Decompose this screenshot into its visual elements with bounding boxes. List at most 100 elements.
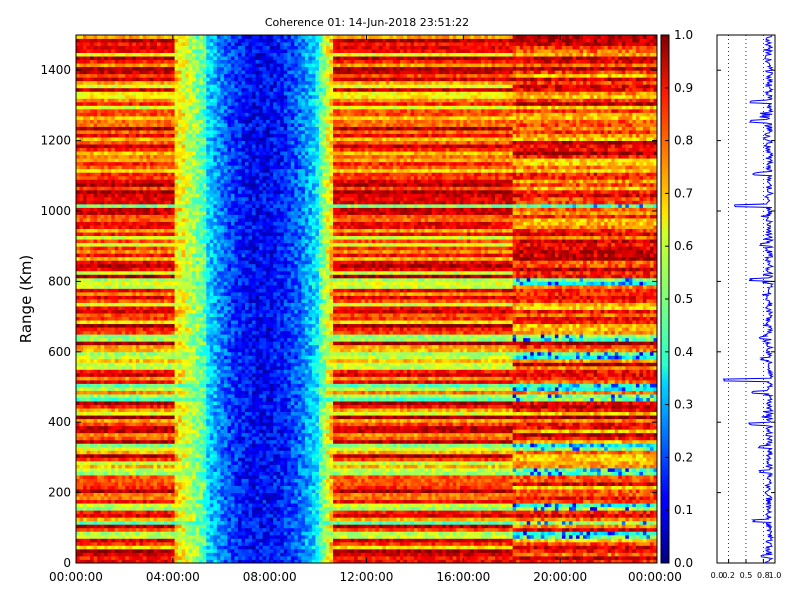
heatmap-cell [512,510,517,515]
heatmap-cell [526,517,531,522]
heatmap-cell [579,513,584,518]
heatmap-cell [371,489,376,493]
heatmap-cell [604,517,609,522]
heatmap-cell [86,520,91,525]
heatmap-cell [308,517,313,522]
heatmap-cell [590,527,595,532]
heatmap-cell [498,506,503,511]
heatmap-cell [604,513,609,518]
heatmap-cell [635,457,640,462]
heatmap-cell [442,489,447,493]
heatmap-cell [202,489,207,493]
heatmap-cell [86,548,91,553]
heatmap-cell [326,506,330,511]
heatmap-cell [491,541,496,546]
heatmap-cell [171,513,175,518]
heatmap-cell [93,475,98,479]
heatmap-cell [361,482,366,486]
heatmap-cell [135,467,140,472]
heatmap-cell [318,552,323,557]
heatmap-cell [139,552,144,557]
heatmap-cell [406,471,411,476]
heatmap-cell [83,541,87,546]
heatmap-cell [399,527,404,532]
heatmap-cell [290,471,295,476]
heatmap-cell [195,517,200,522]
heatmap-cell [276,460,281,465]
heatmap-cell [86,478,91,483]
heatmap-cell [135,471,140,476]
heatmap-cell [227,467,232,472]
heatmap-cell [287,489,292,493]
heatmap-cell [333,534,337,539]
heatmap-cell [107,467,112,472]
heatmap-cell [318,513,323,518]
heatmap-cell [329,534,334,539]
heatmap-cell [255,559,260,564]
heatmap-cell [343,485,348,490]
heatmap-cell [178,489,183,493]
heatmap-cell [428,471,433,476]
heatmap-cell [452,482,457,486]
heatmap-cell [540,464,545,469]
heatmap-cell [79,503,84,508]
heatmap-cell [326,534,330,539]
heatmap-cell [223,555,228,560]
heatmap-cell [459,467,464,472]
heatmap-cell [255,545,260,550]
heatmap-cell [487,492,492,497]
heatmap-cell [435,457,440,462]
heatmap-cell [417,503,422,508]
heatmap-cell [540,524,545,529]
heatmap-cell [642,503,647,508]
heatmap-cell [639,527,644,532]
heatmap-cell [590,520,595,525]
heatmap-cell [600,485,605,490]
heatmap-cell [93,545,98,550]
heatmap-cell [466,485,471,490]
heatmap-cell [452,541,457,546]
heatmap-cell [336,534,341,539]
heatmap-cell [452,524,457,529]
heatmap-cell [259,541,264,546]
heatmap-cell [431,460,436,465]
heatmap-cell [646,538,651,543]
heatmap-cell [255,527,260,532]
heatmap-cell [114,467,119,472]
heatmap-cell [354,552,359,557]
heatmap-cell [340,513,345,518]
heatmap-cell [245,538,249,543]
heatmap-cell [357,485,362,490]
heatmap-cell [340,538,345,543]
heatmap-cell [255,482,260,486]
heatmap-cell [519,548,524,553]
heatmap-cell [639,482,644,486]
heatmap-cell [371,506,376,511]
heatmap-cell [646,552,651,557]
heatmap-cell [128,475,133,479]
heatmap-cell [621,527,626,532]
heatmap-cell [399,478,404,483]
heatmap-cell [237,475,242,479]
heatmap-cell [315,485,320,490]
heatmap-cell [576,531,580,536]
heatmap-cell [406,467,411,472]
heatmap-cell [417,475,422,479]
heatmap-cell [561,548,566,553]
heatmap-cell [607,503,612,508]
heatmap-cell [368,482,373,486]
heatmap-cell [653,520,658,525]
heatmap-cell [646,520,651,525]
heatmap-cell [382,517,387,522]
heatmap-cell [424,482,429,486]
heatmap-cell [178,527,183,532]
heatmap-cell [487,513,492,518]
heatmap-cell [340,471,345,476]
heatmap-cell [220,489,225,493]
heatmap-cell [139,457,144,462]
heatmap-cell [435,471,440,476]
heatmap-cell [283,471,288,476]
heatmap-cell [206,552,211,557]
heatmap-cell [245,489,249,493]
heatmap-cell [121,464,126,469]
